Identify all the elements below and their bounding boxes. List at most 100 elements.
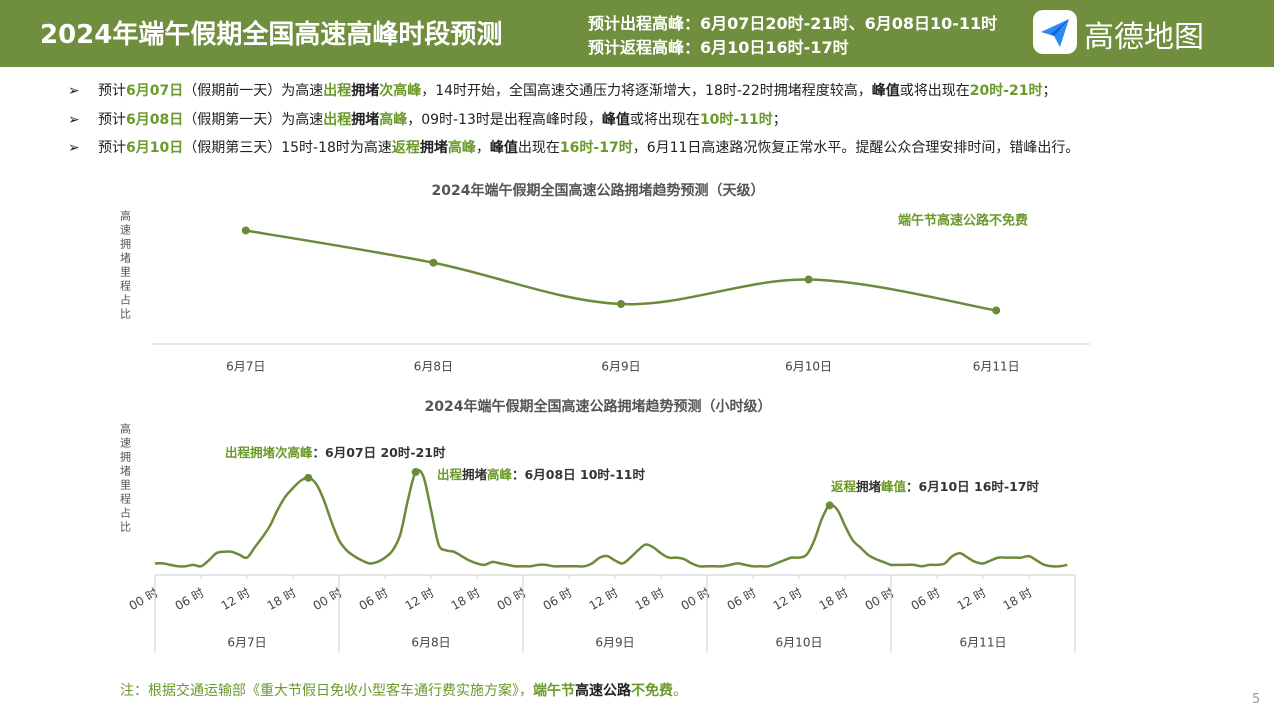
x-tick-label: 12 时 bbox=[771, 585, 805, 613]
point bbox=[992, 306, 1001, 315]
bullet: ➢ 预计6月10日（假期第三天）15时-18时为高速返程拥堵高峰，峰值出现在16时… bbox=[68, 137, 1079, 157]
bullet-marker: ➢ bbox=[68, 140, 80, 156]
note-text: 端午节 bbox=[533, 683, 575, 699]
logo-plane bbox=[1041, 19, 1069, 47]
bullet-text: ； bbox=[772, 111, 787, 128]
bullet-text: 高峰 bbox=[447, 140, 476, 156]
annotation-part: ：6月08日 10时-11时 bbox=[512, 467, 645, 482]
bullet-text: 次高峰 bbox=[379, 83, 422, 99]
bullet-text: 拥堵 bbox=[351, 83, 380, 99]
note-text: 不免费 bbox=[631, 683, 673, 699]
x-tick-label: 12 时 bbox=[955, 585, 989, 613]
bullet-text: 20时-21时 bbox=[969, 83, 1043, 99]
x-tick-label: 12 时 bbox=[403, 585, 437, 613]
logo-icon bbox=[1033, 10, 1077, 54]
bullet-text: 预计 bbox=[98, 140, 126, 156]
bullet: ➢ 预计6月07日（假期前一天）为高速出程拥堵次高峰，14时开始，全国高速交通压力… bbox=[68, 80, 1057, 100]
x-tick-label: 06 时 bbox=[909, 585, 943, 613]
annotation-part: 返程 bbox=[831, 479, 857, 494]
note-text: 注：根据交通运输部《重大节假日免收小型客车通行费实施方案》， bbox=[120, 683, 533, 699]
y-axis-label: 高速拥堵里程占比 bbox=[119, 422, 132, 535]
x-tick-label: 18 时 bbox=[449, 585, 483, 613]
annotation-part: 高峰 bbox=[487, 467, 513, 482]
bullet-text: ， bbox=[475, 140, 490, 156]
bullet-text: 10时-11时 bbox=[699, 111, 773, 128]
annotation-part: ：6月10日 16时-17时 bbox=[906, 479, 1039, 494]
bullet-text: 拥堵 bbox=[419, 140, 448, 156]
bullet-text: 或将出现在 bbox=[629, 111, 700, 128]
bullet-text: 预计 bbox=[98, 83, 126, 99]
bullet-marker: ➢ bbox=[68, 83, 80, 99]
x-tick-label: 6月8日 bbox=[414, 360, 453, 374]
x-tick-label: 6月9日 bbox=[601, 360, 640, 374]
peak-point bbox=[411, 468, 420, 477]
annotation-part: 拥堵 bbox=[856, 479, 882, 494]
bullet-text: 拥堵 bbox=[351, 111, 380, 128]
bullet-text: 峰值 bbox=[871, 83, 900, 99]
day-label: 6月7日 bbox=[227, 636, 266, 650]
annotation-part: 出程拥堵次高峰 bbox=[225, 445, 313, 460]
line bbox=[245, 229, 997, 312]
logo-text: 高德地图 bbox=[1084, 20, 1204, 55]
annotation: 端午节高速公路不免费 bbox=[898, 213, 1028, 229]
day-label: 6月10日 bbox=[776, 636, 823, 650]
day-label: 6月9日 bbox=[595, 636, 634, 650]
bullet-text: 6月08日 bbox=[126, 111, 184, 128]
bullet-text: （假期第三天）15时-18时为高速 bbox=[183, 140, 392, 156]
annotation-part: 拥堵 bbox=[462, 467, 488, 482]
header-line: 预计出程高峰：6月07日20时-21时、6月08日10-11时 bbox=[588, 14, 998, 33]
note: 注：根据交通运输部《重大节假日免收小型客车通行费实施方案》，端午节高速公路不免费… bbox=[120, 680, 687, 700]
bullet-text: 出程 bbox=[323, 83, 352, 99]
x-tick-label: 18 时 bbox=[633, 585, 667, 613]
bullet-text: ； bbox=[1042, 83, 1057, 99]
x-tick-label: 06 时 bbox=[173, 585, 207, 613]
bullet-text: ，6月11日高速路况恢复正常水平。提醒公众合理安排时间，错峰出行。 bbox=[632, 140, 1080, 156]
bullet-text: （假期第一天）为高速 bbox=[183, 111, 324, 128]
bullet-text: 峰值 bbox=[601, 111, 630, 128]
bullet-text: 6月07日 bbox=[126, 83, 184, 99]
bullet-text: 16时-17时 bbox=[559, 140, 633, 156]
y-axis-label: 高速拥堵里程占比 bbox=[119, 209, 132, 322]
bullet: ➢ 预计6月08日（假期第一天）为高速出程拥堵高峰，09时-13时是出程高峰时段，… bbox=[68, 109, 787, 129]
annotation-part: 出程 bbox=[437, 467, 463, 482]
annotation-part: 峰值 bbox=[881, 479, 907, 494]
bullet-text: 高峰 bbox=[379, 111, 408, 128]
bullet-text: 返程 bbox=[391, 140, 420, 156]
peak-point bbox=[304, 473, 313, 482]
page-number: 5 bbox=[1252, 692, 1261, 707]
annotation-part: ：6月07日 20时-21时 bbox=[313, 445, 446, 460]
header-bar: 2024年端午假期全国高速高峰时段预测 预计出程高峰：6月07日20时-21时、… bbox=[0, 0, 1274, 67]
point bbox=[429, 258, 438, 267]
x-tick-label: 06 时 bbox=[725, 585, 759, 613]
bullet-text: 或将出现在 bbox=[899, 83, 970, 99]
x-tick-label: 6月11日 bbox=[973, 360, 1020, 374]
x-tick-label: 18 时 bbox=[1001, 585, 1035, 613]
point bbox=[617, 300, 625, 309]
day-label: 6月11日 bbox=[960, 636, 1007, 650]
bullet-text: 出现在 bbox=[517, 140, 560, 156]
bullet-text: ，09时-13时是出程高峰时段， bbox=[407, 111, 602, 128]
chart-title: 2024年端午假期全国高速公路拥堵趋势预测（天级） bbox=[432, 182, 765, 199]
annotation: 出程拥堵次高峰：6月07日 20时-21时 bbox=[225, 445, 446, 460]
x-tick-label: 18 时 bbox=[265, 585, 299, 613]
annotation: 返程拥堵峰值：6月10日 16时-17时 bbox=[831, 479, 1039, 494]
bullet-marker: ➢ bbox=[68, 111, 80, 128]
x-tick-label: 06 时 bbox=[541, 585, 575, 613]
x-tick-label: 12 时 bbox=[587, 585, 621, 613]
chart-title: 2024年端午假期全国高速公路拥堵趋势预测（小时级） bbox=[425, 398, 772, 415]
annotation: 出程拥堵高峰：6月08日 10时-11时 bbox=[437, 467, 645, 482]
bullet-text: ，14时开始，全国高速交通压力将逐渐增大，18时-22时拥堵程度较高， bbox=[421, 83, 872, 99]
x-tick-label: 6月7日 bbox=[226, 360, 265, 374]
bullet-text: 预计 bbox=[98, 111, 126, 128]
x-tick-label: 18 时 bbox=[817, 585, 851, 613]
x-tick-label: 6月10日 bbox=[785, 360, 832, 374]
point bbox=[241, 226, 250, 235]
bullet-text: （假期前一天）为高速 bbox=[183, 83, 324, 99]
x-tick-label: 06 时 bbox=[357, 585, 391, 613]
day-label: 6月8日 bbox=[411, 636, 450, 650]
peak-point bbox=[825, 501, 834, 510]
point bbox=[804, 275, 813, 284]
header-line: 预计返程高峰：6月10日16时-17时 bbox=[588, 38, 849, 57]
bullet-text: 6月10日 bbox=[126, 140, 184, 156]
